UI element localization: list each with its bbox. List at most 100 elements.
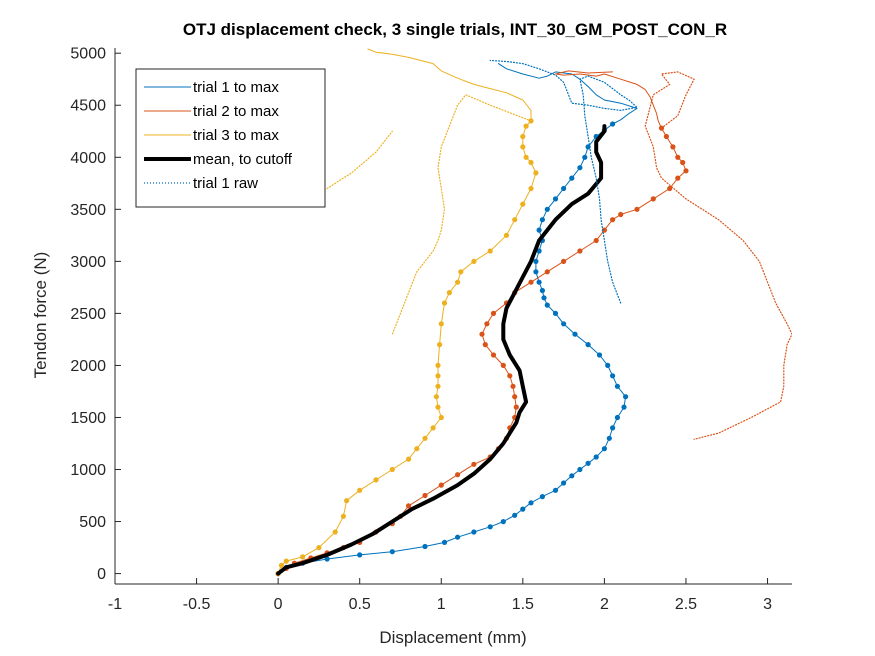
data-point	[561, 480, 567, 486]
data-point	[520, 201, 526, 207]
data-point	[577, 165, 583, 171]
data-point	[507, 373, 513, 379]
data-point	[593, 454, 599, 460]
data-point	[528, 279, 534, 285]
legend-entry-label: trial 2 to max	[193, 103, 279, 120]
data-point	[634, 206, 640, 212]
data-point	[283, 558, 289, 564]
data-point	[490, 310, 497, 316]
data-point	[536, 279, 542, 285]
y-axis-label: Tendon force (N)	[31, 252, 50, 379]
extension-10-line	[326, 130, 393, 190]
data-point	[455, 472, 461, 478]
data-point	[536, 227, 542, 233]
data-point	[471, 529, 477, 535]
data-point	[435, 373, 441, 379]
data-point	[433, 394, 439, 400]
extension-8-line	[367, 48, 532, 122]
data-point	[593, 237, 599, 244]
data-point	[552, 487, 559, 493]
data-point	[610, 217, 616, 223]
data-point	[572, 331, 578, 337]
data-point	[610, 373, 616, 379]
data-point	[528, 185, 534, 192]
data-point	[585, 144, 591, 150]
data-point	[479, 331, 485, 337]
data-point	[458, 269, 464, 275]
data-point	[500, 519, 506, 525]
data-point	[513, 404, 519, 410]
data-point	[680, 159, 686, 166]
extension-6-line	[555, 70, 662, 129]
data-point	[561, 185, 567, 192]
y-tick-label: 5000	[70, 46, 106, 63]
data-point	[512, 512, 518, 518]
x-tick-label: 0.5	[349, 596, 371, 613]
extension-9-line	[391, 94, 532, 335]
data-point	[446, 290, 452, 296]
x-tick-label: 1	[437, 596, 446, 613]
legend-box	[135, 68, 326, 208]
data-point	[484, 321, 490, 327]
data-point	[536, 248, 542, 254]
data-point	[422, 435, 428, 441]
data-point	[569, 473, 575, 479]
x-tick-label: 3	[763, 596, 772, 613]
data-point	[406, 503, 412, 509]
data-point	[300, 554, 306, 560]
data-point	[683, 168, 689, 174]
extension-5-line	[497, 63, 638, 125]
series-group	[275, 48, 792, 577]
y-tick-label: 1000	[70, 462, 106, 479]
data-point	[441, 539, 448, 546]
x-tick-label: 2.5	[675, 596, 697, 613]
data-point	[552, 196, 559, 202]
data-point	[614, 383, 621, 389]
data-point	[332, 529, 338, 535]
data-point	[582, 154, 588, 160]
extension-7-line	[644, 71, 792, 440]
data-point	[435, 404, 441, 410]
legend-entry-label: trial 3 to max	[193, 127, 279, 144]
data-point	[389, 549, 395, 555]
y-tick-label: 3000	[70, 254, 106, 271]
data-point	[520, 144, 526, 150]
data-point	[512, 394, 518, 400]
x-axis-ticks: -1 -0.5 0 0.5 1 1.5 2 2.5 3	[108, 578, 772, 613]
data-point	[650, 196, 656, 202]
data-point	[406, 456, 412, 462]
data-point	[278, 562, 284, 568]
data-point	[503, 232, 510, 238]
x-axis-label: Displacement (mm)	[379, 628, 526, 647]
data-point	[601, 446, 608, 452]
data-point	[663, 133, 670, 140]
data-point	[606, 435, 612, 441]
data-point	[455, 534, 461, 540]
legend: trial 1 to max trial 2 to max trial 3 to m…	[135, 68, 326, 208]
x-tick-label: -1	[108, 596, 122, 613]
data-point	[528, 159, 534, 166]
data-point	[487, 248, 493, 254]
data-point	[596, 352, 603, 358]
data-point	[455, 279, 461, 285]
data-point	[438, 321, 444, 327]
data-point	[430, 425, 436, 431]
data-point	[544, 206, 550, 212]
data-point	[552, 310, 559, 316]
data-point	[357, 487, 363, 493]
data-point	[490, 352, 497, 358]
data-point	[357, 552, 363, 558]
x-tick-label: 1.5	[512, 596, 534, 613]
data-point	[539, 494, 546, 500]
data-point	[500, 362, 506, 368]
data-point	[438, 482, 444, 488]
data-point	[438, 414, 444, 421]
data-point	[523, 154, 529, 160]
y-tick-label: 2500	[70, 306, 106, 323]
data-point	[541, 295, 547, 301]
data-point	[561, 321, 567, 327]
data-point	[569, 175, 575, 181]
y-tick-label: 1500	[70, 410, 106, 427]
data-point	[585, 460, 591, 466]
